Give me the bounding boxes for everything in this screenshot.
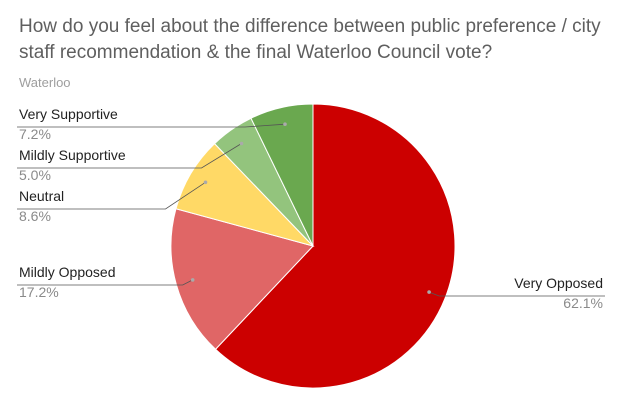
leader-line	[17, 143, 242, 169]
leader-line	[17, 123, 286, 128]
slice-value-label: 17.2%	[19, 284, 59, 300]
pie-slice-very-supportive	[250, 103, 314, 247]
slice-value-label: 5.0%	[19, 167, 51, 183]
leader-line	[17, 181, 206, 210]
leader-dot	[190, 278, 195, 282]
leader-dot	[427, 290, 431, 294]
slice-label: Very Supportive	[19, 106, 118, 122]
pie-slice-mildly-opposed	[170, 208, 314, 350]
leader-line	[17, 279, 193, 286]
chart-subtitle: Waterloo	[19, 75, 71, 90]
slice-value-label: 8.6%	[19, 208, 51, 224]
slice-label: Very Opposed	[514, 275, 603, 291]
leader-dot	[239, 141, 244, 146]
slice-label: Neutral	[19, 188, 64, 204]
pie-slice-very-opposed	[214, 103, 456, 389]
leader-dot	[283, 122, 287, 126]
pie-labels: Very Opposed 62.1% Mildly Opposed 17.2% Neut…	[17, 106, 605, 311]
slice-label: Mildly Supportive	[19, 147, 126, 163]
slice-label: Mildly Opposed	[19, 264, 116, 280]
leader-line	[428, 291, 605, 297]
slice-value-label: 62.1%	[563, 295, 603, 311]
slice-value-label: 7.2%	[19, 126, 51, 142]
leader-dot	[203, 180, 208, 185]
pie-slices	[170, 103, 456, 389]
chart-title: How do you feel about the difference bet…	[19, 16, 601, 63]
